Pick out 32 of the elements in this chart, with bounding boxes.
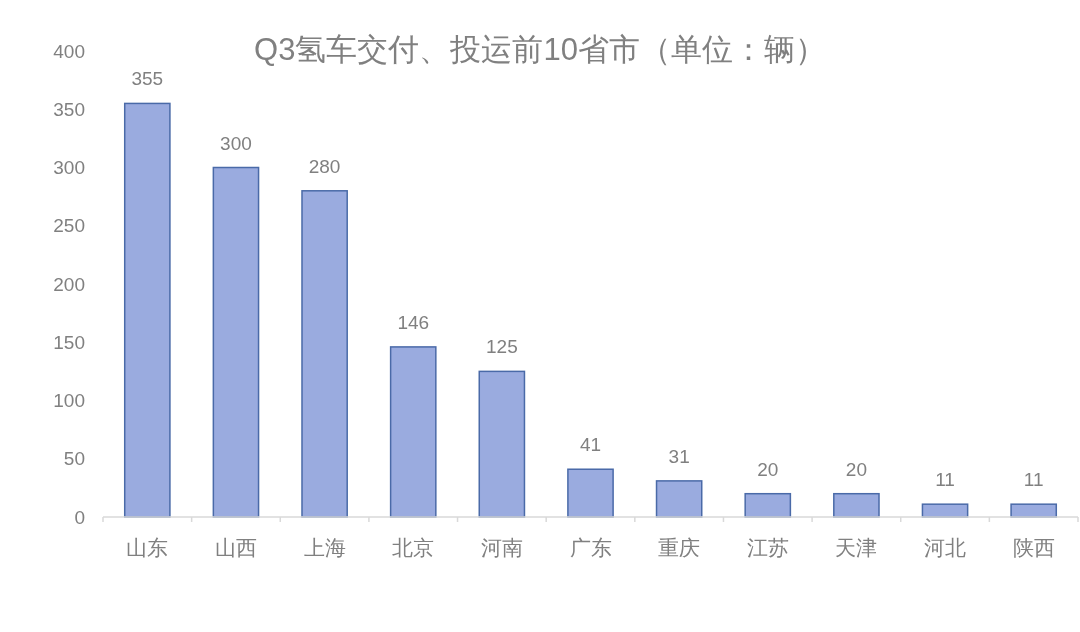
x-tick-label: 北京 <box>392 536 435 559</box>
x-tick-label: 江苏 <box>746 536 789 559</box>
x-tick-label: 天津 <box>835 536 878 559</box>
y-tick-label: 50 <box>63 448 85 470</box>
x-tick-label: 河北 <box>924 536 967 559</box>
x-tick-label: 广东 <box>569 536 612 559</box>
data-label: 146 <box>397 311 430 333</box>
data-label: 355 <box>131 68 164 90</box>
data-label: 20 <box>845 458 867 480</box>
x-tick-label: 山西 <box>214 536 257 559</box>
y-tick-label: 150 <box>53 331 85 353</box>
data-label: 11 <box>935 469 955 491</box>
data-label: 125 <box>486 336 518 358</box>
x-tick-label: 上海 <box>303 536 346 559</box>
title: Q3氢车交付、投运前10省市（单位：辆） <box>254 32 826 67</box>
y-tick-label: 100 <box>53 390 85 411</box>
y-tick-label: 0 <box>74 506 85 528</box>
data-label: 11 <box>1023 469 1044 491</box>
x-tick-label: 河南 <box>480 536 523 559</box>
data-label: 31 <box>668 445 690 467</box>
y-tick-label: 300 <box>53 157 85 178</box>
data-label: 280 <box>308 155 341 177</box>
x-tick-label: 陕西 <box>1012 536 1055 559</box>
y-tick-label: 200 <box>53 273 85 295</box>
x-tick-label: 山东 <box>126 536 169 559</box>
y-tick-label: 250 <box>53 215 85 237</box>
data-label: 300 <box>220 132 252 154</box>
data-label: 41 <box>579 434 602 456</box>
x-tick-label: 重庆 <box>658 536 701 559</box>
y-tick-label: 350 <box>53 98 85 120</box>
y-tick-label: 400 <box>53 40 85 62</box>
data-label: 20 <box>757 458 779 480</box>
